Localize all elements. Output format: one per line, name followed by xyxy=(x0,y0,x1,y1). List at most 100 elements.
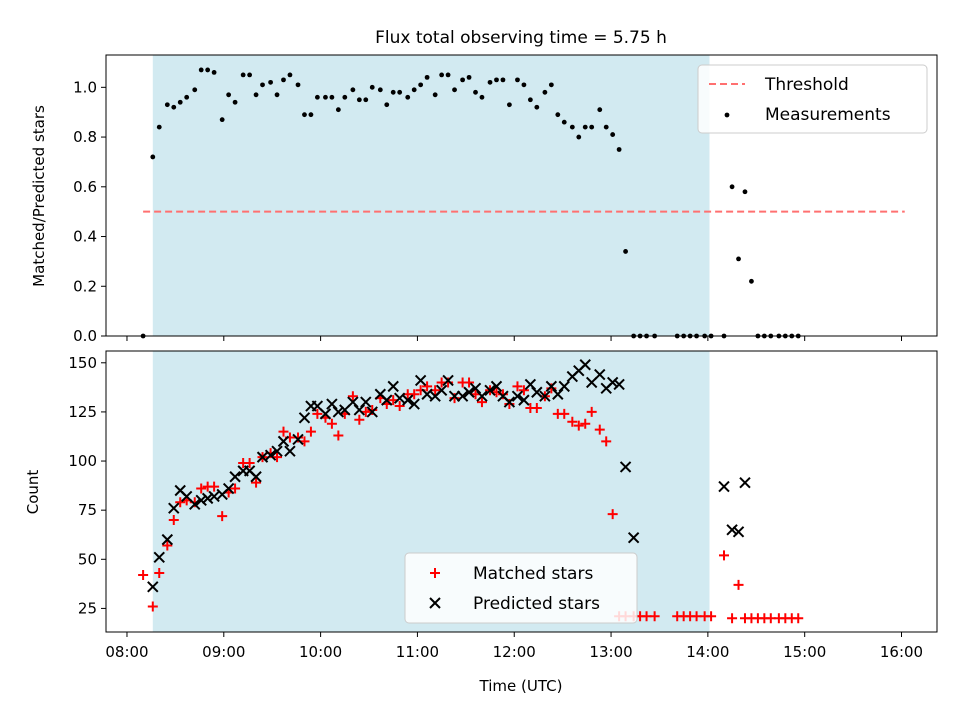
data-point xyxy=(217,511,228,522)
data-point xyxy=(175,497,186,508)
data-point xyxy=(749,278,754,284)
data-point xyxy=(295,82,301,88)
data-point xyxy=(414,374,427,387)
data-point xyxy=(411,87,417,93)
series-predicted-stars xyxy=(147,359,751,593)
data-point xyxy=(576,134,582,140)
data-point xyxy=(521,82,527,88)
data-point xyxy=(718,480,730,493)
legend-matched-swatch xyxy=(430,568,440,578)
data-point xyxy=(333,430,344,441)
ratio-panel: 0.0 0.2 0.4 0.6 0.8 1.0 Threshold Measurements xyxy=(73,54,938,345)
data-point xyxy=(729,184,735,190)
legend-measurements-label: Measurements xyxy=(765,105,891,125)
data-point xyxy=(539,390,551,402)
data-point xyxy=(452,87,457,93)
data-point xyxy=(503,396,516,408)
data-point xyxy=(589,124,595,130)
data-point xyxy=(347,391,358,402)
data-point xyxy=(506,102,512,108)
ratio-y-axis-label: Matched/Predicted stars xyxy=(30,105,48,287)
data-point xyxy=(573,420,584,431)
data-point xyxy=(719,550,730,561)
ratio-legend: Threshold Measurements xyxy=(697,64,928,134)
data-point xyxy=(250,471,262,483)
data-point xyxy=(211,70,217,75)
data-point xyxy=(518,385,529,396)
data-point xyxy=(350,87,356,93)
data-point xyxy=(326,418,337,429)
observing-window-span xyxy=(152,55,710,336)
data-point xyxy=(733,579,744,590)
data-point xyxy=(424,74,430,80)
data-point xyxy=(586,406,597,417)
x-tick-label: 09:00 xyxy=(202,643,245,661)
x-tick-label: 13:00 xyxy=(589,643,632,661)
data-point xyxy=(363,97,369,103)
count-panel: 25 50 75 100 125 150 08:00 09:00 10:00 11:00 12:00… xyxy=(68,350,938,661)
count-y-axis-label: Count xyxy=(24,470,42,515)
data-point xyxy=(601,436,612,447)
data-point xyxy=(154,568,165,579)
data-point xyxy=(494,77,499,83)
data-point xyxy=(732,526,745,538)
data-point xyxy=(569,124,575,130)
data-point xyxy=(281,77,286,83)
data-point xyxy=(580,418,591,429)
data-point xyxy=(229,471,241,483)
data-point xyxy=(277,435,290,448)
legend-predicted-label: Predicted stars xyxy=(473,594,600,614)
data-point xyxy=(354,414,365,425)
data-point xyxy=(610,132,616,137)
data-point xyxy=(512,381,523,392)
data-point xyxy=(627,531,640,544)
data-point xyxy=(736,256,741,262)
data-point xyxy=(422,381,433,392)
y-tick-label: 125 xyxy=(68,403,97,421)
data-point xyxy=(171,104,177,110)
data-point xyxy=(323,94,328,100)
data-point xyxy=(230,483,241,494)
legend-box xyxy=(697,64,928,134)
data-point xyxy=(603,124,609,130)
data-point xyxy=(201,492,214,505)
x-tick-label: 12:00 xyxy=(493,643,536,661)
data-point xyxy=(209,481,220,492)
data-point xyxy=(162,540,173,551)
data-point xyxy=(177,99,183,105)
data-point xyxy=(192,87,198,93)
data-point xyxy=(515,77,520,83)
data-point xyxy=(240,72,246,78)
plot-frame xyxy=(105,54,938,337)
data-point xyxy=(442,374,454,387)
data-point xyxy=(268,79,273,85)
data-point xyxy=(284,445,296,457)
data-point xyxy=(616,147,622,152)
data-point xyxy=(558,380,570,393)
legend-threshold-label: Threshold xyxy=(764,75,849,95)
x-tick-label: 14:00 xyxy=(686,643,729,661)
data-point xyxy=(518,394,530,406)
data-point xyxy=(278,426,289,437)
x-tick-label: 08:00 xyxy=(105,643,148,661)
data-point xyxy=(156,124,162,130)
data-point xyxy=(408,398,420,410)
data-point xyxy=(222,482,235,495)
data-point xyxy=(264,449,277,461)
data-point xyxy=(435,384,448,397)
data-point xyxy=(287,72,293,78)
data-point xyxy=(542,89,548,95)
y-tick-label: 0.6 xyxy=(73,178,97,196)
data-point xyxy=(312,408,323,419)
data-point xyxy=(387,380,399,393)
data-point xyxy=(594,424,605,435)
data-point xyxy=(161,533,174,546)
data-point xyxy=(189,498,201,510)
data-point xyxy=(727,613,738,624)
data-point xyxy=(302,112,307,118)
data-point xyxy=(567,416,578,427)
data-point xyxy=(394,401,405,412)
data-point xyxy=(484,384,496,397)
data-point xyxy=(402,394,414,406)
data-point xyxy=(418,82,424,88)
